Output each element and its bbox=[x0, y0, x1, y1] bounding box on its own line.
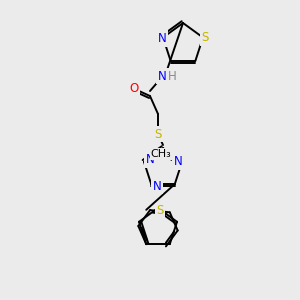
Text: N: N bbox=[146, 153, 154, 166]
Text: H: H bbox=[168, 70, 176, 83]
Text: S: S bbox=[201, 31, 209, 44]
Text: N: N bbox=[158, 70, 166, 83]
Text: S: S bbox=[156, 205, 164, 218]
Text: O: O bbox=[129, 82, 139, 94]
Text: N: N bbox=[174, 155, 182, 168]
Text: CH₃: CH₃ bbox=[151, 149, 171, 159]
Text: N: N bbox=[158, 32, 167, 45]
Text: S: S bbox=[154, 128, 162, 140]
Text: N: N bbox=[153, 180, 162, 193]
